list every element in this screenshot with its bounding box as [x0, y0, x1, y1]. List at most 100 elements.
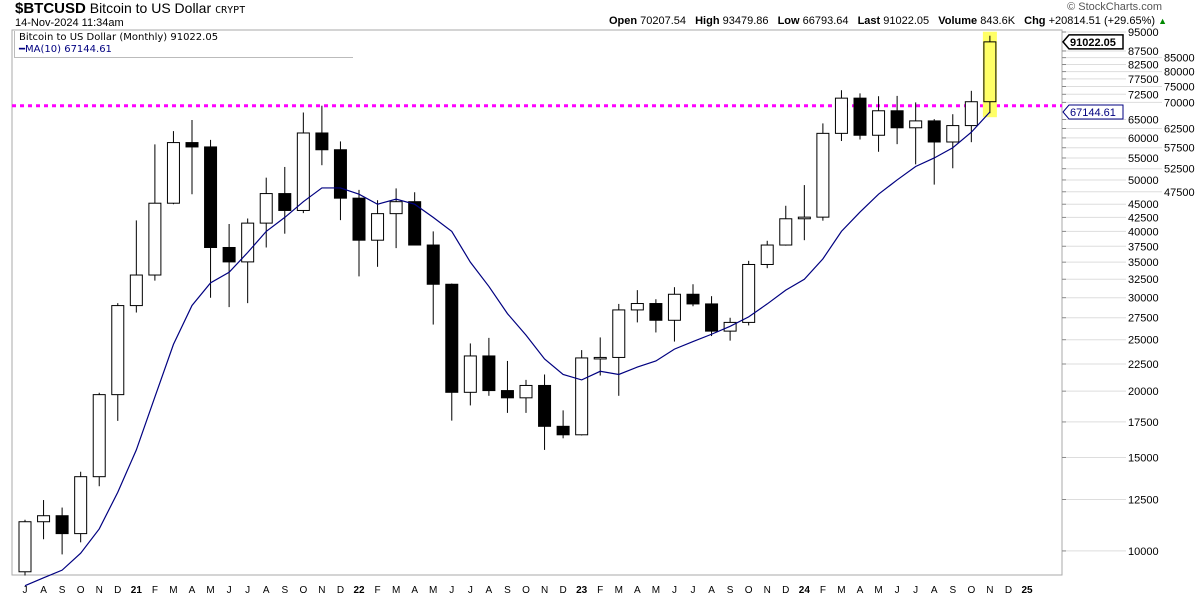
x-tick-label: N [541, 585, 548, 596]
candle-body [352, 197, 366, 241]
y-tick-label: 22500 [1128, 359, 1159, 371]
volume-value: 843.6K [980, 15, 1016, 27]
volume-label: Volume [938, 15, 978, 27]
candle-body [909, 120, 923, 129]
x-tick-label: M [429, 585, 437, 596]
y-tick-label: 27500 [1128, 313, 1159, 325]
candle-body [482, 355, 496, 392]
y-tick-label: 30000 [1128, 293, 1159, 305]
plot-frame [11, 29, 1063, 576]
candle-body [705, 303, 719, 332]
y-tick-label: 12500 [1128, 494, 1159, 506]
candle-body [964, 101, 978, 127]
x-tick-label: O [299, 585, 307, 596]
candle-body [389, 201, 403, 215]
ma10-line [24, 111, 991, 587]
y-tick-label: 72500 [1128, 89, 1159, 101]
x-tick-label: N [764, 585, 771, 596]
candle-body [92, 394, 106, 478]
candle-body [241, 222, 255, 263]
x-tick-label: O [77, 585, 85, 596]
candle-body [630, 303, 644, 311]
legend-ma: ━MA(10) 67144.61 [19, 44, 112, 55]
y-tick-label: 55000 [1128, 153, 1159, 165]
y-tick-label: 87500 [1128, 46, 1159, 58]
x-tick-label: 23 [576, 585, 588, 596]
candle-body [204, 146, 218, 248]
x-tick-label: A [931, 585, 938, 596]
x-tick-label: S [281, 585, 288, 596]
x-tick-label: D [337, 585, 344, 596]
x-tick-label: J [227, 585, 232, 596]
candle-body [166, 142, 180, 204]
x-tick-label: M [837, 585, 845, 596]
last-price-tag: 91022.05 [1070, 37, 1116, 49]
x-tick-label: J [672, 585, 677, 596]
low-value: 66793.64 [802, 15, 849, 27]
x-tick-label: O [745, 585, 753, 596]
y-tick-label: 17500 [1128, 417, 1159, 429]
candle-body [333, 149, 347, 199]
quote-bar: Open 70207.54 High 93479.86 Low 66793.64… [603, 15, 1167, 28]
open-label: Open [608, 15, 638, 27]
x-tick-label: O [522, 585, 530, 596]
high-value: 93479.86 [722, 15, 769, 27]
candle-body [18, 521, 32, 573]
candle-body [426, 244, 440, 285]
candle-body [463, 355, 477, 393]
x-tick-label: A [708, 585, 715, 596]
x-tick-label: M [392, 585, 400, 596]
x-tick-label: S [59, 585, 66, 596]
y-tick-label: 47500 [1164, 187, 1195, 199]
candle-body [816, 132, 830, 218]
candle-body [55, 515, 69, 535]
chart-legend: Bitcoin to US Dollar (Monthly) 91022.05 … [14, 31, 353, 58]
symbol: $BTCUSD [15, 0, 86, 17]
candle-body [742, 263, 756, 323]
x-tick-label: D [782, 585, 789, 596]
y-tick-label: 75000 [1164, 81, 1195, 93]
candle-body [686, 293, 700, 305]
candle-body [129, 274, 143, 307]
x-tick-label: J [913, 585, 918, 596]
y-tick-label: 20000 [1128, 386, 1159, 398]
up-arrow-icon: ▲ [1158, 16, 1167, 26]
y-tick-label: 45000 [1128, 199, 1159, 211]
x-tick-label: A [857, 585, 864, 596]
x-tick-label: S [949, 585, 956, 596]
x-tick-label: D [559, 585, 566, 596]
x-tick-label: D [114, 585, 121, 596]
x-tick-label: O [967, 585, 975, 596]
x-tick-label: 25 [1021, 585, 1033, 596]
y-tick-label: 35000 [1128, 257, 1159, 269]
candle-body [927, 120, 941, 143]
y-tick-label: 15000 [1128, 452, 1159, 464]
x-tick-label: A [411, 585, 418, 596]
exchange: CRYPT [215, 5, 246, 16]
candle-body [760, 244, 774, 265]
y-tick-label: 52500 [1164, 164, 1195, 176]
candle-body [296, 132, 310, 211]
candle-body [890, 110, 904, 129]
y-tick-label: 37500 [1128, 241, 1159, 253]
candle-body [148, 202, 162, 276]
x-tick-label: J [245, 585, 250, 596]
x-tick-label: N [96, 585, 103, 596]
x-tick-label: D [1005, 585, 1012, 596]
y-tick-label: 62500 [1164, 124, 1195, 136]
candle-body [872, 110, 886, 136]
x-tick-label: A [486, 585, 493, 596]
x-tick-label: 24 [799, 585, 811, 596]
last-label: Last [857, 15, 881, 27]
y-tick-label: 10000 [1128, 546, 1159, 558]
candle-body [445, 283, 459, 393]
candle-body [853, 97, 867, 136]
x-tick-label: J [23, 585, 28, 596]
x-tick-label: A [189, 585, 196, 596]
candle-body [612, 309, 626, 358]
x-tick-label: J [468, 585, 473, 596]
candle-body [519, 384, 533, 399]
low-label: Low [777, 15, 800, 27]
candle-body [649, 303, 663, 321]
